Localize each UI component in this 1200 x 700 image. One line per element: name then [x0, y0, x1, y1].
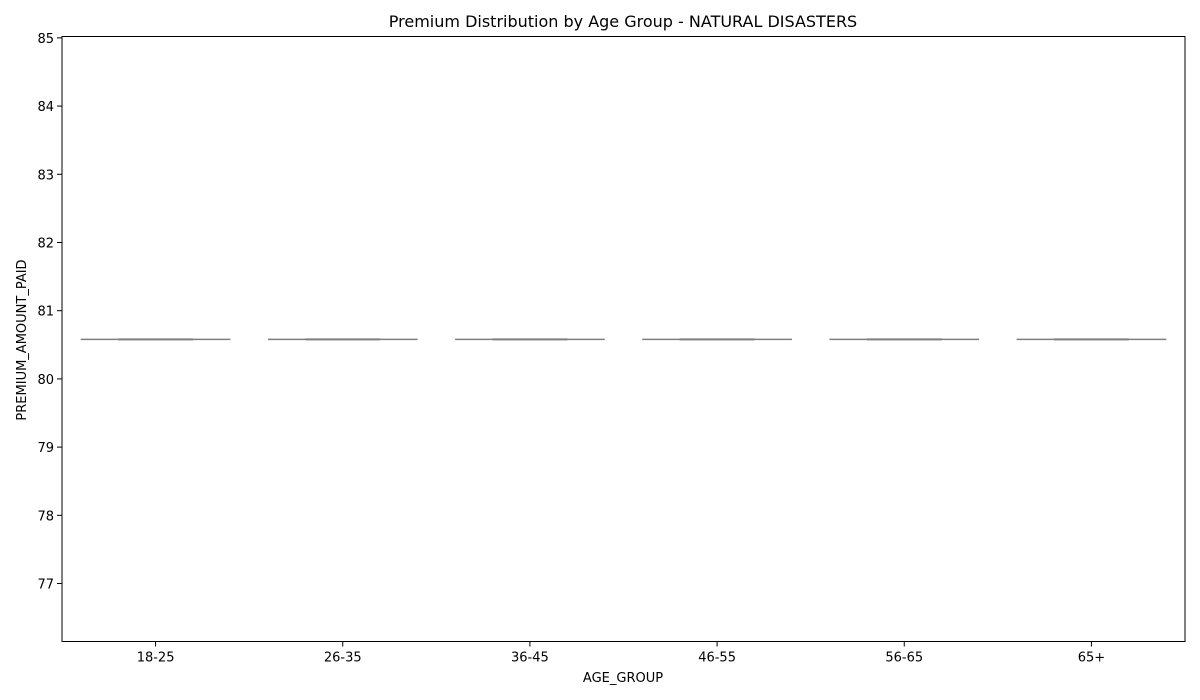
- x-axis-ticks: 18-25 26-35 36-45 46-55 56-65 65+: [137, 641, 1105, 666]
- x-tick-label: 65+: [1078, 651, 1105, 666]
- y-axis-ticks: 77 78 79 80 81 82 83 84 85: [37, 32, 62, 593]
- x-tick-label: 26-35: [324, 651, 362, 666]
- x-tick-label: 36-45: [511, 651, 549, 666]
- x-tick-label: 18-25: [137, 651, 175, 666]
- y-tick-label: 84: [37, 100, 54, 115]
- y-tick-label: 79: [37, 441, 54, 456]
- y-tick-label: 82: [37, 236, 54, 251]
- x-axis-label: AGE_GROUP: [583, 671, 663, 686]
- y-tick-label: 78: [37, 509, 54, 524]
- y-tick-label: 77: [37, 578, 54, 593]
- y-tick-label: 83: [37, 168, 54, 183]
- y-tick-label: 80: [37, 373, 54, 388]
- y-tick-label: 85: [37, 32, 54, 47]
- x-tick-label: 46-55: [698, 651, 736, 666]
- x-tick-label: 56-65: [885, 651, 923, 666]
- chart-title: Premium Distribution by Age Group - NATU…: [389, 12, 857, 31]
- y-tick-label: 81: [37, 305, 54, 320]
- plot-area-frame: [61, 36, 1186, 642]
- y-axis-label: PREMIUM_AMOUNT_PAID: [15, 259, 30, 420]
